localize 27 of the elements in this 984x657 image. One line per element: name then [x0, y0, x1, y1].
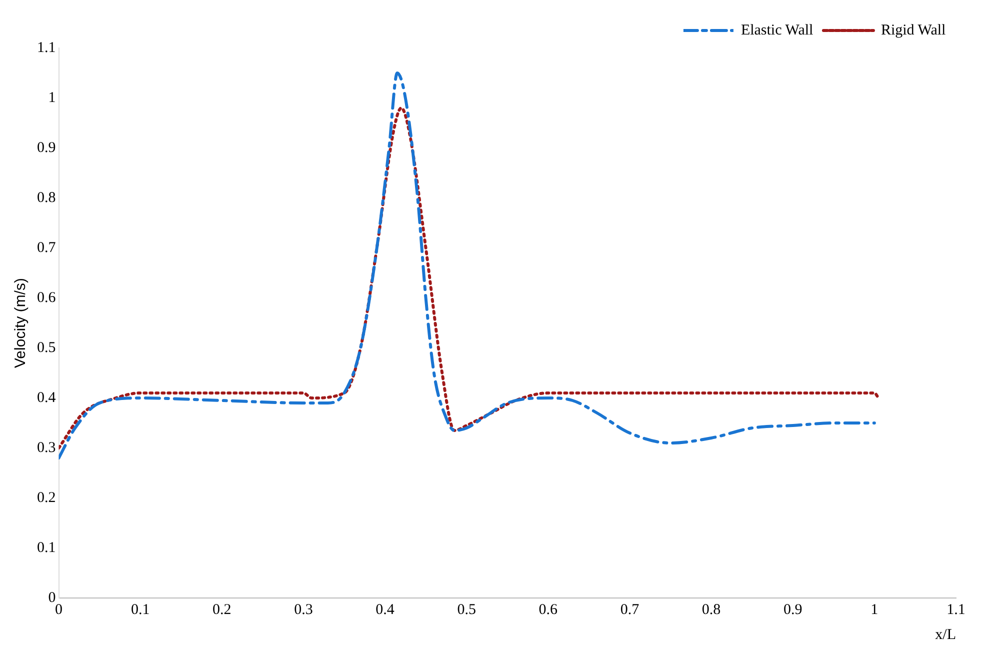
x-tick-label: 0.8	[702, 602, 721, 618]
y-tick-label: 0	[48, 590, 56, 606]
x-tick-label: 0.2	[212, 602, 232, 618]
x-axis-title: x/L	[935, 626, 956, 643]
x-tick-label: 0.3	[294, 602, 313, 618]
y-tick-label: 0.6	[37, 290, 56, 306]
y-axis-title: Velocity (m/s)	[12, 278, 30, 368]
x-tick-label: 0.7	[620, 602, 640, 618]
y-tick-label: 0.3	[37, 440, 56, 456]
x-tick-label: 1	[870, 602, 878, 618]
y-tick-label: 0.4	[37, 390, 56, 406]
x-tick-label: 0.4	[376, 602, 395, 618]
x-tick-label: 0.1	[130, 602, 150, 618]
y-tick-label: 0.7	[37, 240, 56, 256]
x-tick-label: 1.1	[946, 602, 966, 618]
y-tick-label: 0.9	[37, 140, 56, 156]
y-tick-label: 1.1	[37, 40, 56, 56]
y-tick-label: 0.2	[37, 490, 56, 506]
y-tick-label: 0.1	[37, 540, 56, 556]
legend-label: Rigid Wall	[880, 22, 946, 38]
y-tick-label: 1	[48, 90, 56, 106]
x-tick-label: 0.5	[457, 602, 476, 618]
legend-label: Elastic Wall	[740, 22, 814, 38]
y-tick-label: 0.8	[37, 190, 56, 206]
y-tick-label: 0.5	[37, 340, 56, 356]
x-tick-label: 0.9	[783, 602, 802, 618]
x-tick-label: 0.6	[538, 602, 558, 618]
